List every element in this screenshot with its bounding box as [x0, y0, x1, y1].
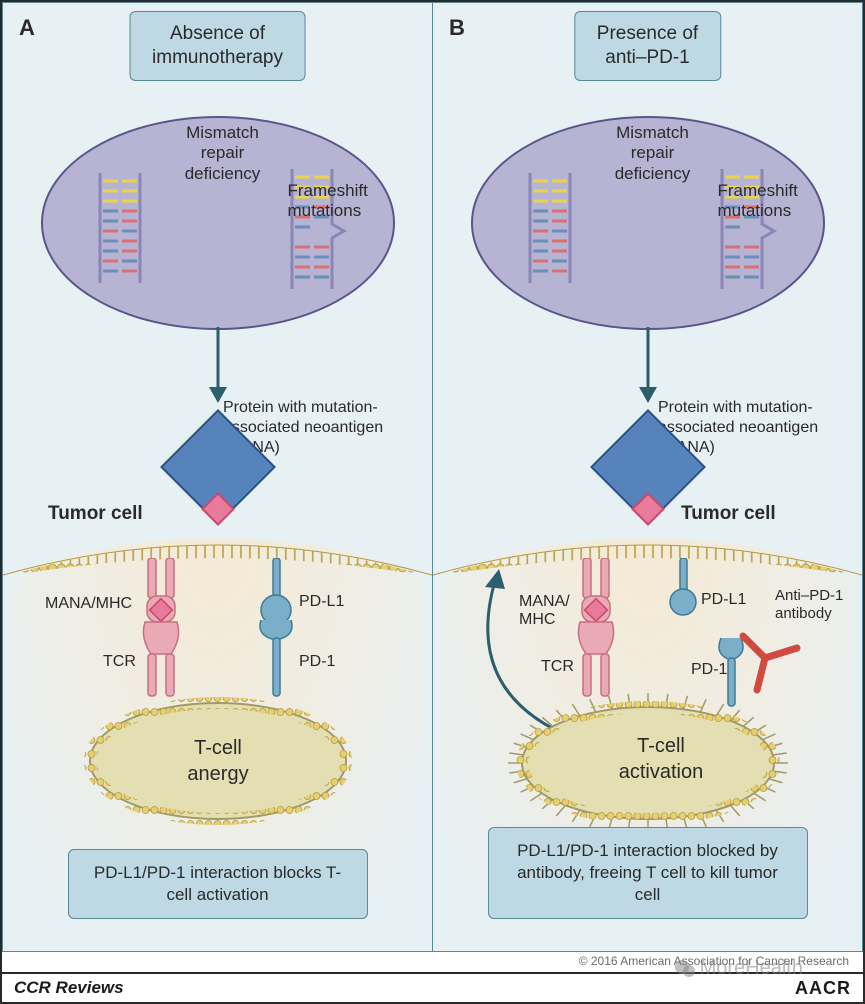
- watermark: MoreHealth: [674, 957, 803, 980]
- mmr-label-b: Mismatch repair deficiency: [598, 123, 708, 184]
- panel-a-id: A: [19, 15, 35, 41]
- tumor-label-a: Tumor cell: [48, 503, 143, 525]
- ccr-reviews: CCR Reviews: [14, 978, 124, 998]
- panel-b: B Presence of anti–PD-1: [433, 2, 863, 952]
- protein-diamond-a: [158, 407, 278, 527]
- arrow-nucleus-protein-a: [203, 327, 233, 405]
- mana-mhc-label-a: MANA/MHC: [45, 595, 132, 613]
- wechat-icon: [674, 958, 696, 980]
- pdl1-label-b: PD-L1: [701, 591, 746, 609]
- aacr-logo: AACR: [795, 978, 851, 999]
- arrow-nucleus-protein-b: [633, 327, 663, 405]
- pd1-label-a: PD-1: [299, 653, 335, 671]
- mmr-label-a: Mismatch repair deficiency: [168, 123, 278, 184]
- tcr-label-b: TCR: [541, 658, 574, 676]
- panel-b-title: Presence of anti–PD-1: [574, 11, 721, 81]
- panel-a-title: Absence of immunotherapy: [129, 11, 306, 81]
- nucleus-b: Mismatch repair deficiency Frameshift mu…: [468, 113, 828, 333]
- frameshift-label-b: Frameshift mutations: [718, 181, 818, 222]
- pd1-label-b: PD-1: [691, 661, 727, 679]
- panel-a: A Absence of immunotherapy: [2, 2, 433, 952]
- panel-b-title-l2: anti–PD-1: [605, 47, 690, 68]
- protein-diamond-b: [588, 407, 708, 527]
- tcell-label-a: T-cell anergy: [153, 735, 283, 787]
- tcr-label-a: TCR: [103, 653, 136, 671]
- mana-mhc-label-b: MANA/ MHC: [519, 593, 570, 629]
- panel-a-title-l2: immunotherapy: [152, 47, 283, 68]
- antibody-label: Anti–PD-1 antibody: [775, 587, 855, 623]
- bottom-box-b: PD-L1/PD-1 interaction blocked by antibo…: [488, 827, 808, 919]
- panels-container: A Absence of immunotherapy: [2, 2, 863, 952]
- bottom-box-a: PD-L1/PD-1 interaction blocks T-cell act…: [68, 849, 368, 919]
- frameshift-label-a: Frameshift mutations: [288, 181, 388, 222]
- panel-a-title-l1: Absence of: [170, 23, 265, 44]
- panel-b-title-l1: Presence of: [597, 23, 698, 44]
- panel-b-id: B: [449, 15, 465, 41]
- figure-frame: A Absence of immunotherapy: [0, 0, 865, 1004]
- tcell-label-b: T-cell activation: [591, 733, 731, 785]
- nucleus-a: Mismatch repair deficiency Frameshift mu…: [38, 113, 398, 333]
- pdl1-label-a: PD-L1: [299, 593, 344, 611]
